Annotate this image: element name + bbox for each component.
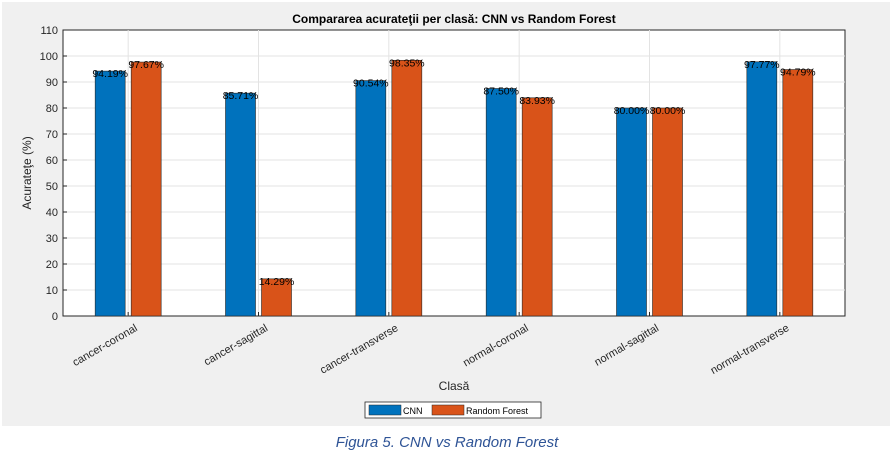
bar-cnn-cancer-sagittal — [225, 92, 256, 317]
chart-title: Compararea acurateţii per clasă: CNN vs … — [292, 12, 615, 26]
legend-label-cnn: CNN — [403, 406, 423, 416]
data-label: 90.54% — [353, 78, 389, 90]
bar-cnn-cancer-transverse — [355, 80, 387, 317]
data-label: 80.00% — [650, 105, 686, 117]
y-tick-label: 60 — [46, 155, 58, 167]
bar-cnn-normal-transverse — [746, 61, 778, 317]
y-tick-label: 50 — [46, 181, 58, 193]
legend: CNN Random Forest — [364, 401, 542, 419]
x-tick-label: cancer-sagittal — [202, 322, 270, 368]
legend-swatch-random-forest — [431, 404, 465, 416]
bar-random-forest-cancer-transverse — [391, 59, 423, 317]
x-tick-label: normal-sagittal — [593, 322, 661, 368]
plot-area — [62, 29, 846, 317]
x-tick-label: normal-transverse — [709, 322, 792, 377]
grid-lines — [63, 30, 845, 316]
bars — [94, 59, 814, 317]
data-label: 85.71% — [223, 90, 259, 102]
y-tick-label: 20 — [46, 259, 58, 271]
data-label: 94.79% — [780, 67, 816, 79]
x-axis-ticks: cancer-coronal cancer-sagittal cancer-tran… — [71, 312, 792, 377]
data-label: 98.35% — [389, 57, 425, 69]
y-tick-label: 110 — [40, 25, 58, 37]
data-label: 87.50% — [483, 86, 519, 98]
data-label: 97.77% — [744, 59, 780, 71]
bar-random-forest-normal-transverse — [782, 69, 814, 317]
bar-chart: 0 10 20 30 40 50 60 70 80 90 100 110 94.19%97.67% 85… — [20, 12, 846, 419]
x-tick-label: cancer-coronal — [71, 322, 140, 369]
x-tick-label: cancer-transverse — [318, 322, 400, 376]
bar-random-forest-normal-sagittal — [652, 107, 683, 317]
y-tick-label: 30 — [46, 233, 58, 245]
y-axis-label: Acurateţe (%) — [20, 136, 34, 209]
y-tick-label: 100 — [40, 51, 58, 63]
bar-random-forest-cancer-coronal — [130, 61, 162, 317]
data-label: 83.93% — [519, 95, 555, 107]
bar-cnn-normal-sagittal — [616, 107, 647, 317]
y-tick-label: 80 — [46, 103, 58, 115]
data-label: 80.00% — [614, 105, 650, 117]
y-tick-label: 70 — [46, 129, 58, 141]
figure-caption: Figura 5. CNN vs Random Forest — [335, 434, 559, 451]
bar-random-forest-cancer-sagittal — [261, 278, 292, 317]
y-tick-label: 0 — [52, 311, 58, 323]
bar-random-forest-normal-coronal — [521, 97, 553, 317]
y-tick-label: 90 — [46, 77, 58, 89]
bar-cnn-cancer-coronal — [94, 70, 126, 317]
bar-cnn-normal-coronal — [485, 88, 517, 317]
legend-swatch-cnn — [368, 404, 402, 416]
data-label: 14.29% — [259, 276, 295, 288]
x-axis-label: Clasă — [439, 379, 470, 393]
x-tick-label: normal-coronal — [461, 322, 531, 369]
data-labels: 94.19%97.67% 85.71% 14.29% 90.54%98.35% 87.5… — [92, 57, 815, 288]
y-tick-label: 10 — [46, 285, 58, 297]
y-axis-ticks: 0 10 20 30 40 50 60 70 80 90 100 110 — [40, 25, 67, 323]
data-label: 94.19% — [92, 68, 128, 80]
legend-label-random-forest: Random Forest — [466, 406, 529, 416]
y-tick-label: 40 — [46, 207, 58, 219]
data-label: 97.67% — [128, 59, 164, 71]
